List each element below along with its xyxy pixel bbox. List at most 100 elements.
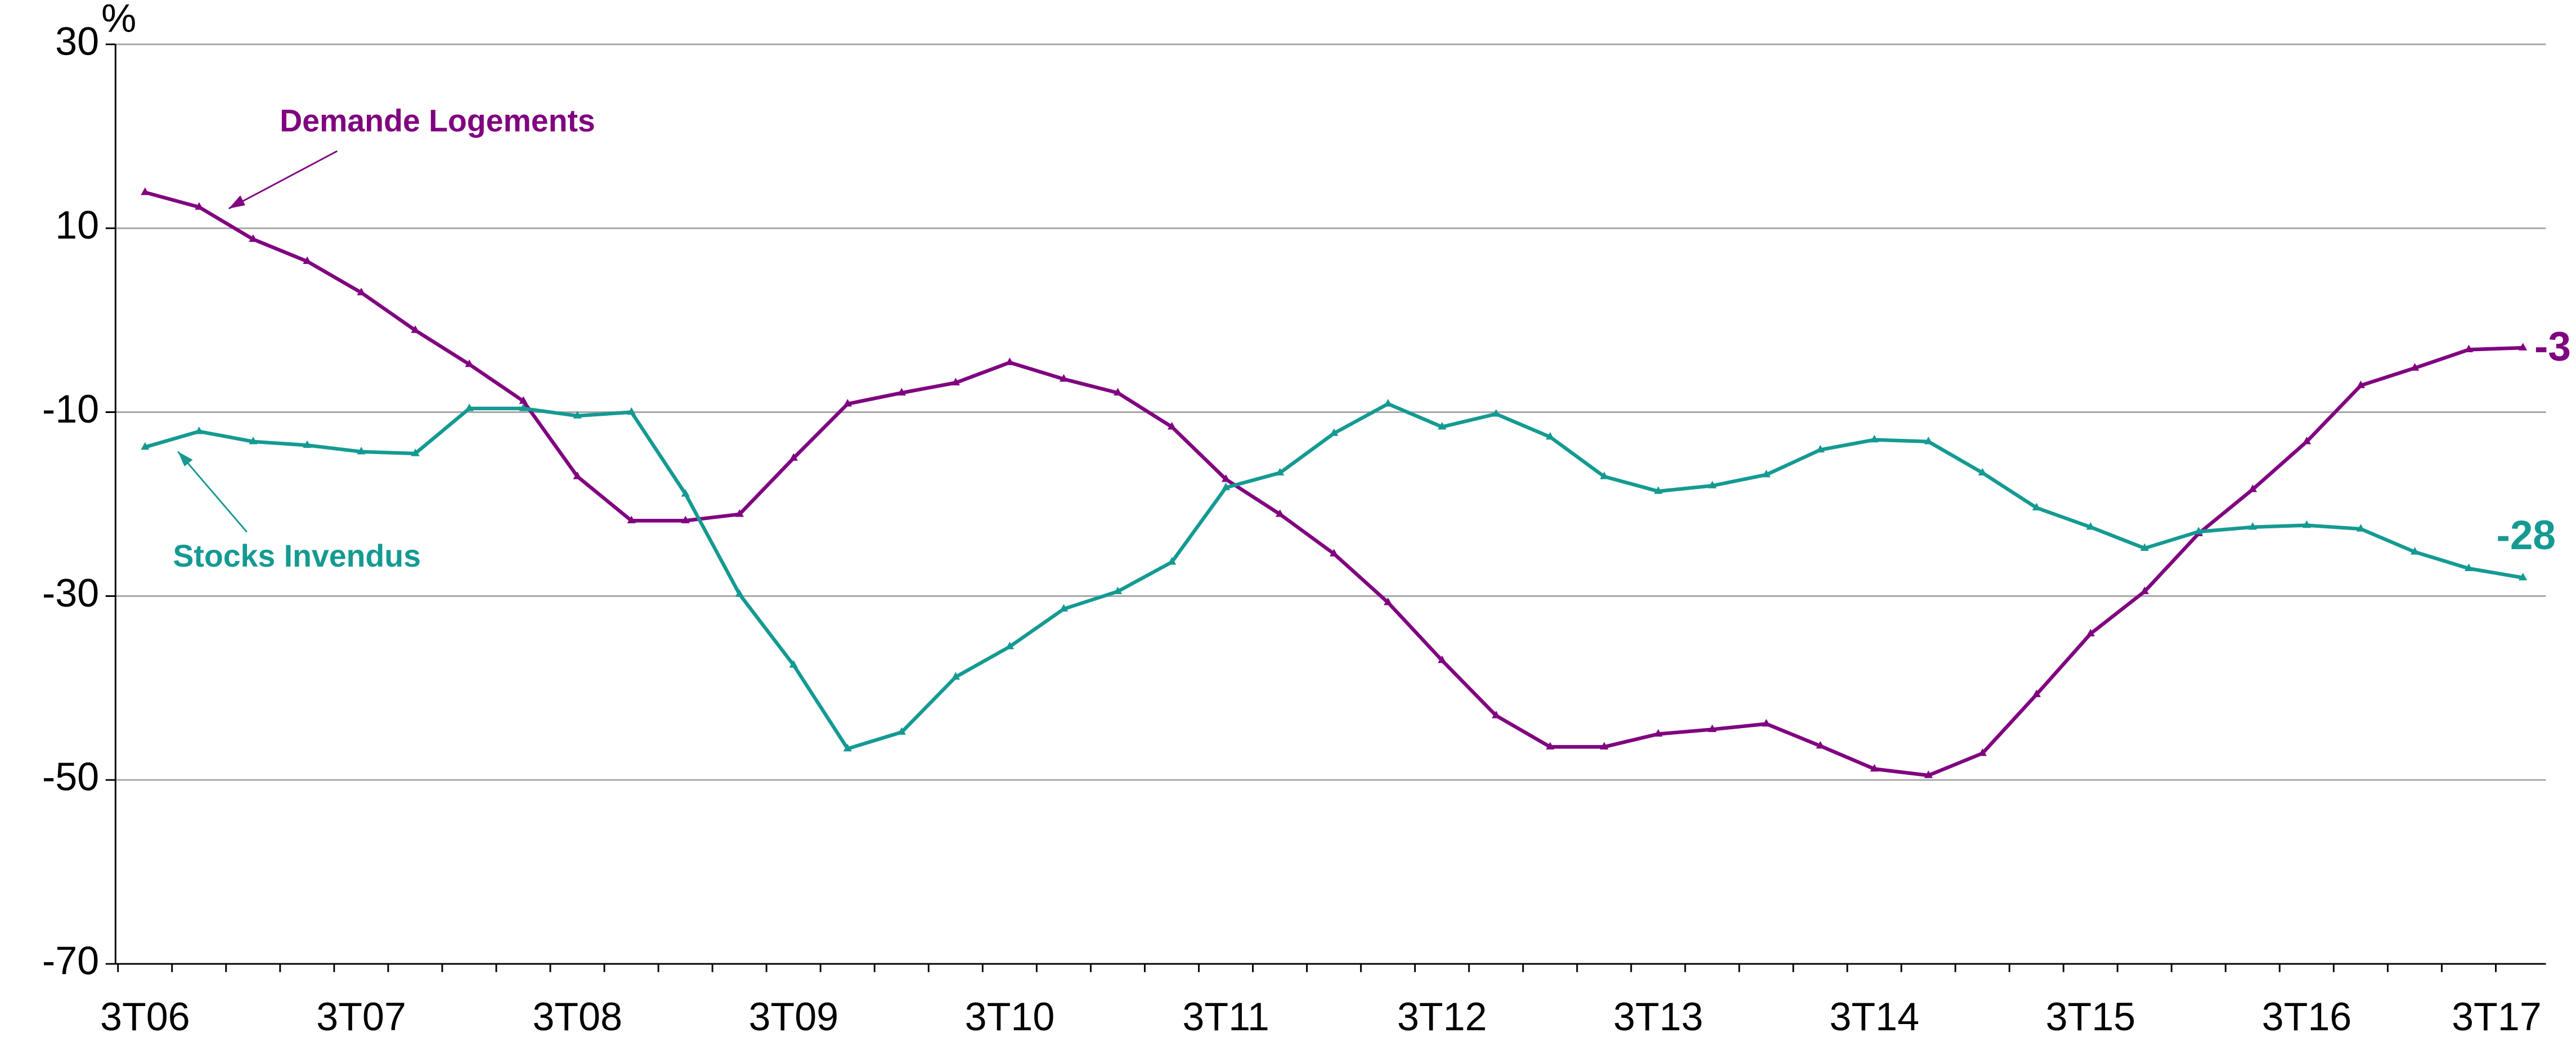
point-marker — [1870, 434, 1879, 443]
x-tick-label: 3T07 — [316, 995, 406, 1039]
x-tick-label: 3T17 — [2452, 995, 2542, 1039]
point-marker — [141, 187, 150, 195]
y-tick-label: 10 — [55, 203, 99, 247]
x-tick-label: 3T14 — [1829, 995, 1919, 1039]
point-marker — [249, 234, 258, 242]
point-marker — [1222, 474, 1231, 482]
point-marker — [951, 672, 961, 680]
end-value-label: -28 — [2497, 513, 2556, 558]
point-marker — [2302, 437, 2312, 445]
point-marker — [2356, 380, 2366, 388]
point-marker — [1600, 472, 1609, 479]
point-marker — [951, 378, 961, 385]
point-marker — [303, 256, 312, 264]
point-marker — [1654, 486, 1663, 494]
y-tick-label: 30 — [55, 19, 99, 63]
point-marker — [681, 489, 690, 497]
point-marker — [1762, 719, 1771, 727]
point-marker — [789, 660, 798, 668]
series-line — [144, 402, 2524, 751]
point-marker — [1276, 509, 1285, 517]
point-marker — [627, 515, 636, 524]
y-tick-label: -10 — [42, 387, 99, 431]
point-marker — [1059, 604, 1069, 612]
x-tick-label: 3T08 — [532, 995, 622, 1039]
point-marker — [141, 442, 150, 450]
point-marker — [1438, 656, 1447, 663]
point-marker — [1384, 598, 1393, 605]
point-marker — [1005, 641, 1015, 649]
point-marker — [1546, 432, 1555, 440]
x-tick-label: 3T06 — [100, 995, 190, 1039]
end-value-label: -3 — [2534, 324, 2571, 369]
point-marker — [2519, 572, 2528, 581]
point-marker — [1113, 586, 1123, 594]
point-marker — [2140, 586, 2149, 594]
point-marker — [1816, 741, 1825, 749]
x-tick-label: 3T09 — [748, 995, 838, 1039]
y-tick-label: -70 — [42, 939, 99, 983]
point-marker — [1492, 409, 1501, 417]
point-marker — [789, 453, 798, 461]
point-marker — [465, 403, 474, 411]
point-marker — [1978, 748, 1987, 756]
arrow-head — [228, 195, 245, 209]
y-tick-label: -30 — [42, 571, 99, 615]
x-tick-label: 3T12 — [1397, 995, 1487, 1039]
x-tick-label: 3T15 — [2045, 995, 2135, 1039]
series-line — [144, 190, 2523, 778]
point-marker — [573, 472, 582, 479]
point-marker — [2032, 689, 2041, 697]
point-marker — [1168, 557, 1177, 565]
point-marker — [1924, 437, 1933, 445]
point-marker — [1654, 729, 1663, 737]
point-marker — [411, 325, 420, 333]
point-marker — [2140, 543, 2149, 551]
point-marker — [465, 359, 474, 367]
point-marker — [2464, 563, 2474, 572]
point-marker — [735, 509, 744, 517]
point-marker — [843, 743, 852, 752]
point-marker — [249, 437, 258, 445]
point-marker — [1330, 549, 1339, 556]
x-tick-label: 3T10 — [965, 995, 1055, 1039]
x-tick-label: 3T11 — [1182, 995, 1269, 1039]
point-marker — [1546, 742, 1555, 750]
point-marker — [2356, 524, 2366, 532]
point-marker — [1762, 469, 1771, 478]
point-marker — [411, 448, 420, 456]
point-marker — [2086, 522, 2095, 530]
x-tick-label: 3T13 — [1613, 995, 1703, 1039]
point-marker — [2194, 527, 2203, 535]
point-marker — [2410, 363, 2420, 371]
point-marker — [1870, 764, 1879, 772]
point-marker — [1438, 421, 1447, 430]
point-marker — [357, 447, 366, 455]
point-marker — [897, 727, 906, 735]
point-marker — [1924, 770, 1933, 778]
annotation-arrow — [177, 451, 248, 533]
point-marker — [2464, 344, 2474, 353]
annotation-arrow — [228, 150, 338, 209]
point-marker — [2302, 520, 2312, 528]
y-unit-label: % — [101, 0, 136, 40]
point-marker — [195, 202, 204, 210]
point-marker — [2410, 547, 2420, 555]
point-marker — [1978, 468, 1987, 476]
point-marker — [357, 288, 366, 295]
point-marker — [1059, 374, 1069, 382]
series-label: Stocks Invendus — [173, 538, 421, 573]
point-marker — [519, 396, 528, 404]
point-marker — [843, 399, 852, 407]
y-tick-label: -50 — [42, 755, 99, 799]
point-marker — [1708, 724, 1717, 733]
point-marker — [735, 589, 744, 597]
point-marker — [2032, 502, 2041, 511]
point-marker — [681, 515, 690, 524]
point-marker — [1168, 421, 1177, 430]
point-marker — [897, 388, 906, 396]
point-marker — [2248, 484, 2257, 492]
series-label: Demande Logements — [280, 104, 595, 138]
point-marker — [303, 440, 312, 448]
